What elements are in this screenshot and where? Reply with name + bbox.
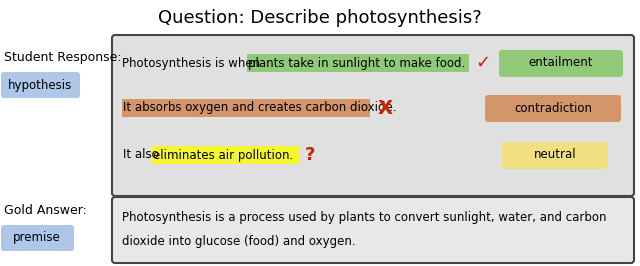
FancyBboxPatch shape — [1, 72, 80, 98]
Text: Student Response:: Student Response: — [4, 52, 122, 64]
Text: Photosynthesis is when: Photosynthesis is when — [122, 56, 264, 69]
Text: hypothesis: hypothesis — [8, 78, 72, 92]
Text: entailment: entailment — [529, 56, 593, 69]
Text: eliminates air pollution.: eliminates air pollution. — [153, 148, 293, 161]
FancyBboxPatch shape — [502, 142, 608, 169]
FancyBboxPatch shape — [1, 225, 74, 251]
FancyBboxPatch shape — [152, 146, 300, 164]
Text: Question: Describe photosynthesis?: Question: Describe photosynthesis? — [158, 9, 482, 27]
FancyBboxPatch shape — [122, 99, 370, 117]
Text: neutral: neutral — [534, 148, 576, 161]
Text: premise: premise — [13, 231, 61, 244]
FancyBboxPatch shape — [499, 50, 623, 77]
Text: ✓: ✓ — [475, 54, 490, 72]
FancyBboxPatch shape — [485, 95, 621, 122]
Text: It absorbs oxygen and creates carbon dioxide.: It absorbs oxygen and creates carbon dio… — [123, 102, 397, 114]
Text: plants take in sunlight to make food.: plants take in sunlight to make food. — [248, 56, 465, 69]
Text: X: X — [378, 98, 393, 118]
Text: contradiction: contradiction — [514, 102, 592, 114]
Text: ?: ? — [305, 146, 316, 164]
FancyBboxPatch shape — [112, 197, 634, 263]
Text: Photosynthesis is a process used by plants to convert sunlight, water, and carbo: Photosynthesis is a process used by plan… — [122, 211, 607, 225]
FancyBboxPatch shape — [112, 35, 634, 196]
FancyBboxPatch shape — [247, 54, 469, 72]
Text: It also: It also — [123, 148, 163, 161]
Text: dioxide into glucose (food) and oxygen.: dioxide into glucose (food) and oxygen. — [122, 235, 356, 248]
Text: Gold Answer:: Gold Answer: — [4, 203, 87, 217]
